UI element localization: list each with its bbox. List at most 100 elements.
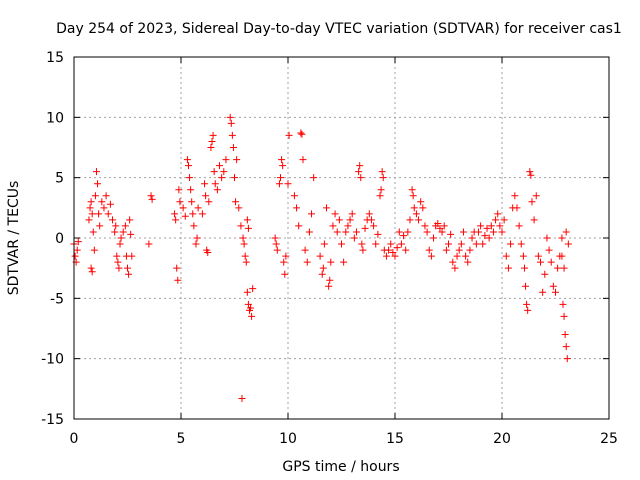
- data-point: [204, 248, 212, 256]
- data-point: [513, 204, 521, 212]
- data-point: [295, 222, 303, 230]
- data-point: [342, 228, 350, 236]
- data-point: [247, 304, 255, 312]
- data-point: [374, 230, 382, 238]
- data-point: [117, 234, 125, 242]
- data-point: [74, 238, 82, 246]
- data-point: [232, 198, 240, 206]
- data-point: [340, 258, 348, 266]
- data-point: [148, 195, 156, 203]
- data-point: [522, 282, 530, 290]
- data-point: [479, 240, 487, 248]
- data-point: [238, 394, 246, 402]
- data-point: [331, 210, 339, 218]
- data-point: [271, 234, 279, 242]
- data-point: [244, 224, 252, 232]
- data-point: [393, 244, 401, 252]
- plot-frame: [73, 56, 610, 420]
- data-point: [378, 168, 386, 176]
- data-point: [451, 264, 459, 272]
- data-point: [174, 276, 182, 284]
- data-point: [209, 131, 217, 139]
- data-point: [524, 306, 532, 314]
- data-point: [442, 246, 450, 254]
- data-point: [379, 174, 387, 182]
- data-point: [188, 198, 196, 206]
- data-point: [237, 222, 245, 230]
- data-point: [181, 212, 189, 220]
- data-point: [370, 222, 378, 230]
- data-point: [87, 264, 95, 272]
- data-point: [563, 355, 571, 363]
- data-point: [560, 264, 568, 272]
- data-point: [318, 270, 326, 278]
- data-point: [227, 119, 235, 127]
- data-point: [282, 252, 290, 260]
- data-point: [338, 240, 345, 248]
- data-point: [226, 113, 234, 121]
- data-point: [400, 232, 408, 240]
- data-point: [316, 252, 324, 260]
- data-point: [176, 198, 184, 206]
- data-point: [466, 246, 474, 254]
- data-point: [530, 216, 538, 224]
- data-point: [285, 131, 293, 139]
- data-point: [344, 222, 352, 230]
- data-point: [243, 288, 251, 296]
- data-point: [303, 258, 311, 266]
- data-point: [145, 240, 153, 248]
- data-point: [187, 186, 195, 194]
- data-point: [280, 258, 288, 266]
- data-point: [173, 264, 181, 272]
- data-point: [346, 216, 354, 224]
- data-point: [293, 204, 301, 212]
- data-point: [241, 252, 249, 260]
- data-point: [298, 130, 306, 138]
- data-point: [361, 224, 369, 232]
- data-point: [329, 222, 337, 230]
- data-point: [272, 240, 280, 248]
- y-tick-label: 0: [55, 231, 64, 247]
- data-point: [408, 186, 416, 194]
- data-point: [87, 198, 95, 206]
- grid-lines: [74, 57, 609, 419]
- data-point: [355, 168, 363, 176]
- data-point: [172, 216, 180, 224]
- data-point: [445, 240, 452, 248]
- data-point: [98, 198, 106, 206]
- data-point: [367, 216, 375, 224]
- data-point: [124, 264, 131, 272]
- x-tick-label: 5: [177, 431, 186, 447]
- data-point: [543, 234, 551, 242]
- data-point: [487, 222, 495, 230]
- data-point: [126, 216, 134, 224]
- data-point: [231, 174, 238, 182]
- data-point: [244, 300, 252, 308]
- data-point: [277, 174, 285, 182]
- data-point: [537, 258, 545, 266]
- data-point: [419, 204, 427, 212]
- data-point: [358, 240, 366, 248]
- data-point: [85, 216, 93, 224]
- data-point: [352, 228, 360, 236]
- data-point: [549, 282, 557, 290]
- data-point: [462, 252, 470, 260]
- data-point: [526, 168, 534, 176]
- data-point: [119, 228, 127, 236]
- data-point: [425, 246, 433, 254]
- data-point: [113, 252, 121, 260]
- data-point: [198, 210, 206, 218]
- x-tick-label: 25: [600, 431, 618, 447]
- data-point: [385, 246, 393, 254]
- data-point: [434, 220, 442, 228]
- data-point: [112, 222, 120, 230]
- data-point: [333, 228, 341, 236]
- data-point: [500, 216, 508, 224]
- data-point: [279, 162, 287, 170]
- data-point: [96, 222, 104, 230]
- data-point: [507, 240, 515, 248]
- data-point: [421, 222, 429, 230]
- data-point: [193, 234, 201, 242]
- data-point: [387, 240, 395, 248]
